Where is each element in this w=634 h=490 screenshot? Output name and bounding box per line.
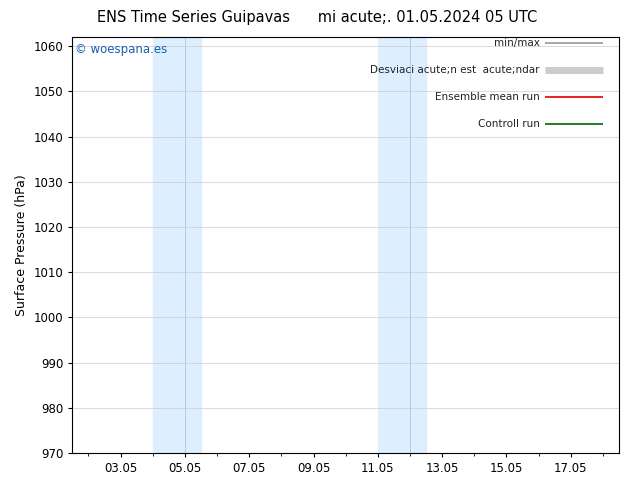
Bar (153, 37, 201, 453)
Text: Desviaci acute;n est  acute;ndar: Desviaci acute;n est acute;ndar (370, 65, 540, 75)
Text: min/max: min/max (494, 38, 540, 49)
Text: © woespana.es: © woespana.es (75, 43, 167, 56)
Y-axis label: Surface Pressure (hPa): Surface Pressure (hPa) (15, 174, 28, 316)
Text: ENS Time Series Guipavas      mi acute;. 01.05.2024 05 UTC: ENS Time Series Guipavas mi acute;. 01.0… (97, 10, 537, 25)
Bar (378, 37, 426, 453)
Text: Ensemble mean run: Ensemble mean run (435, 92, 540, 102)
Text: Controll run: Controll run (478, 120, 540, 129)
